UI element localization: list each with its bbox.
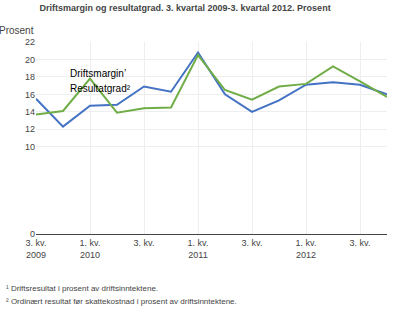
svg-text:Driftsmargin’: Driftsmargin’: [70, 68, 126, 79]
svg-text:22: 22: [25, 37, 35, 47]
svg-text:16: 16: [25, 90, 35, 100]
svg-text:20: 20: [25, 55, 35, 65]
svg-text:3. kv.: 3. kv.: [242, 238, 263, 248]
svg-text:3. kv.2009: 3. kv.2009: [26, 238, 47, 260]
svg-text:Prosent: Prosent: [0, 25, 34, 36]
svg-text:1. kv.2010: 1. kv.2010: [80, 238, 101, 260]
svg-text:18: 18: [25, 72, 35, 82]
svg-text:Resultatgrad²: Resultatgrad²: [70, 83, 131, 94]
svg-text:12: 12: [25, 124, 35, 134]
svg-text:3. kv.: 3. kv.: [134, 238, 155, 248]
svg-text:1. kv.2011: 1. kv.2011: [188, 238, 209, 260]
svg-text:3. kv.: 3. kv.: [350, 238, 371, 248]
svg-text:¹ Driftsresultat i prosent av: ¹ Driftsresultat i prosent av driftsinnt…: [6, 284, 158, 293]
svg-text:10: 10: [25, 142, 35, 152]
svg-text:0: 0: [30, 229, 35, 239]
svg-text:² Ordinært resultat før skatte: ² Ordinært resultat før skattekostnad i …: [6, 297, 237, 306]
svg-text:Driftsmargin og resultatgrad.: Driftsmargin og resultatgrad. 3. kvartal…: [40, 3, 331, 13]
svg-text:14: 14: [25, 107, 35, 117]
svg-text:1. kv.2012: 1. kv.2012: [296, 238, 317, 260]
